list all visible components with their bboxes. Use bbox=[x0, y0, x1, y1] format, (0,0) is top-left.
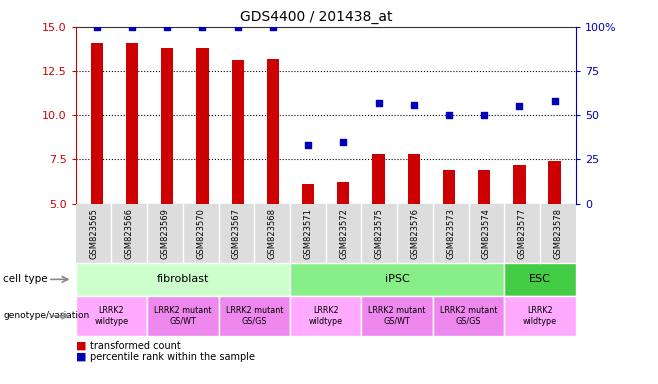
Text: GSM823565: GSM823565 bbox=[89, 208, 98, 259]
Point bbox=[549, 98, 560, 104]
Text: LRRK2 mutant
GS/WT: LRRK2 mutant GS/WT bbox=[154, 306, 211, 326]
Bar bbox=[372, 154, 385, 204]
Bar bbox=[513, 165, 526, 204]
Point bbox=[338, 139, 349, 145]
Bar bbox=[161, 48, 174, 204]
Bar bbox=[196, 48, 209, 204]
Text: GSM823566: GSM823566 bbox=[125, 208, 134, 259]
Point bbox=[443, 112, 454, 118]
Point bbox=[409, 101, 419, 108]
Bar bbox=[126, 43, 138, 204]
Text: fibroblast: fibroblast bbox=[157, 274, 209, 285]
Bar bbox=[337, 182, 349, 204]
Text: GSM823567: GSM823567 bbox=[232, 208, 241, 259]
Text: LRRK2
wildtype: LRRK2 wildtype bbox=[523, 306, 557, 326]
Text: ■: ■ bbox=[76, 352, 86, 362]
Bar bbox=[266, 59, 279, 204]
Point bbox=[373, 100, 384, 106]
Text: LRRK2 mutant
GS/GS: LRRK2 mutant GS/GS bbox=[440, 306, 497, 326]
Text: transformed count: transformed count bbox=[90, 341, 181, 351]
Text: GSM823574: GSM823574 bbox=[482, 208, 491, 259]
Text: GSM823571: GSM823571 bbox=[303, 208, 313, 259]
Text: GSM823572: GSM823572 bbox=[339, 208, 348, 259]
Text: GSM823568: GSM823568 bbox=[268, 208, 276, 259]
Text: LRRK2 mutant
GS/WT: LRRK2 mutant GS/WT bbox=[368, 306, 426, 326]
Text: GDS4400 / 201438_at: GDS4400 / 201438_at bbox=[240, 10, 392, 23]
Point bbox=[127, 24, 138, 30]
Bar bbox=[407, 154, 420, 204]
Text: GSM823578: GSM823578 bbox=[553, 208, 563, 259]
Text: GSM823576: GSM823576 bbox=[411, 208, 420, 259]
Bar bbox=[549, 161, 561, 204]
Point bbox=[232, 24, 243, 30]
Bar bbox=[302, 184, 315, 204]
Text: GSM823577: GSM823577 bbox=[518, 208, 526, 259]
Text: GSM823573: GSM823573 bbox=[446, 208, 455, 259]
Text: LRRK2
wildtype: LRRK2 wildtype bbox=[309, 306, 343, 326]
Text: iPSC: iPSC bbox=[385, 274, 409, 285]
Text: cell type: cell type bbox=[3, 274, 48, 285]
Bar bbox=[232, 60, 244, 204]
Point bbox=[268, 24, 278, 30]
Text: genotype/variation: genotype/variation bbox=[3, 311, 89, 320]
Point bbox=[479, 112, 490, 118]
Point bbox=[514, 103, 524, 109]
Text: LRRK2
wildtype: LRRK2 wildtype bbox=[94, 306, 128, 326]
Text: ESC: ESC bbox=[529, 274, 551, 285]
Point bbox=[162, 24, 172, 30]
Bar bbox=[91, 43, 103, 204]
Text: LRRK2 mutant
GS/GS: LRRK2 mutant GS/GS bbox=[226, 306, 283, 326]
Text: percentile rank within the sample: percentile rank within the sample bbox=[90, 352, 255, 362]
Point bbox=[197, 24, 208, 30]
Point bbox=[303, 142, 313, 148]
Bar bbox=[478, 170, 490, 204]
Text: GSM823575: GSM823575 bbox=[375, 208, 384, 259]
Text: GSM823569: GSM823569 bbox=[161, 208, 170, 259]
Bar bbox=[443, 170, 455, 204]
Point bbox=[91, 24, 102, 30]
Text: GSM823570: GSM823570 bbox=[196, 208, 205, 259]
Text: ■: ■ bbox=[76, 341, 86, 351]
